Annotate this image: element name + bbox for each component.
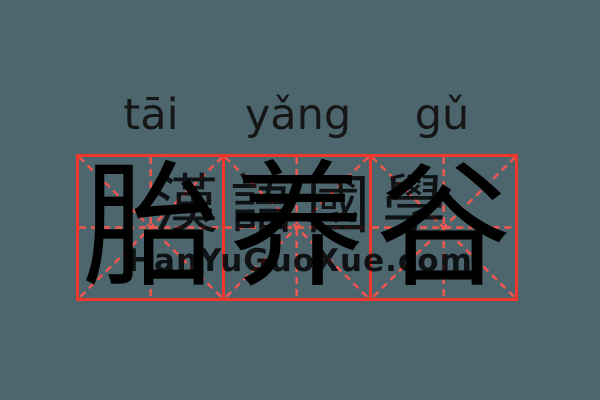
watermark-url-text: HanYuGuoXue.com: [127, 243, 473, 279]
pinyin-syllable-1: tāi: [123, 90, 179, 140]
mizige-guides: [79, 157, 223, 298]
grid-cell-3: 谷: [371, 148, 515, 307]
hanzi-character-3: 谷: [375, 148, 512, 307]
pinyin-row: tāi yǎng gǔ: [0, 94, 600, 140]
mizige-guides: [371, 157, 515, 298]
grid-cell-1: 胎: [79, 148, 226, 307]
pinyin-syllable-2: yǎng: [244, 90, 352, 140]
practice-grid: 胎 养 谷: [76, 154, 518, 301]
watermark-cjk-text: 漢語國學: [154, 169, 458, 243]
grid-cell-2: 养: [225, 148, 372, 307]
hanzi-character-1: 胎: [82, 148, 219, 307]
pinyin-syllable-3: gǔ: [414, 90, 470, 140]
mizige-guides: [225, 157, 369, 298]
hanzi-character-2: 养: [228, 148, 365, 307]
